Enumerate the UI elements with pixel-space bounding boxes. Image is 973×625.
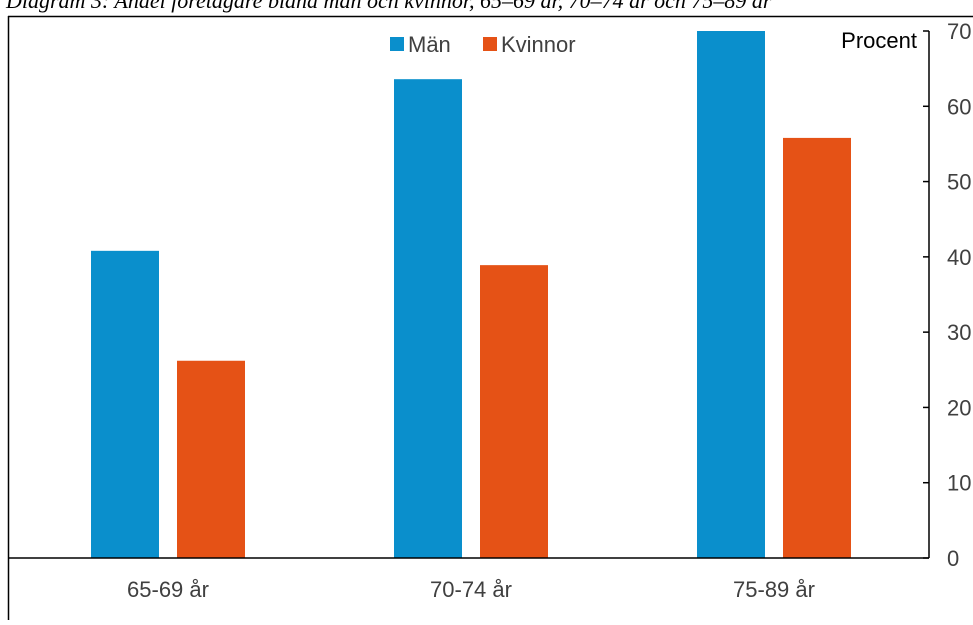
axes-layer: 65-69 år 70-74 år 75-89 år 0 10 20 30 40 50 60 70 P… [8,19,971,602]
legend-swatch-kvinnor [483,37,497,51]
y-tick-label: 30 [947,320,971,345]
x-tick-label: 65-69 år [127,577,209,602]
legend: Män Kvinnor [390,32,576,57]
bar-kvinnor-2 [480,265,548,558]
y-axis-label: Procent [841,28,917,53]
bars-layer [91,31,851,559]
y-tick-label: 0 [947,546,959,571]
y-tick-label: 70 [947,19,971,44]
legend-label-man: Män [408,32,451,57]
chart-title: Diagram 3: Andel företagare bland män oc… [5,0,772,13]
y-tick-label: 20 [947,395,971,420]
bar-man-3 [697,31,765,558]
bar-kvinnor-1 [177,360,245,558]
bar-kvinnor-3 [783,137,851,559]
legend-label-kvinnor: Kvinnor [501,32,576,57]
bar-man-2 [394,79,462,558]
y-tick-label: 50 [947,170,971,195]
legend-swatch-man [390,37,404,51]
y-tick-label: 60 [947,94,971,119]
y-tick-label: 10 [947,471,971,496]
y-tick-label: 40 [947,245,971,270]
bar-man-1 [91,250,159,558]
x-tick-label: 70-74 år [430,577,512,602]
x-tick-label: 75-89 år [733,577,815,602]
